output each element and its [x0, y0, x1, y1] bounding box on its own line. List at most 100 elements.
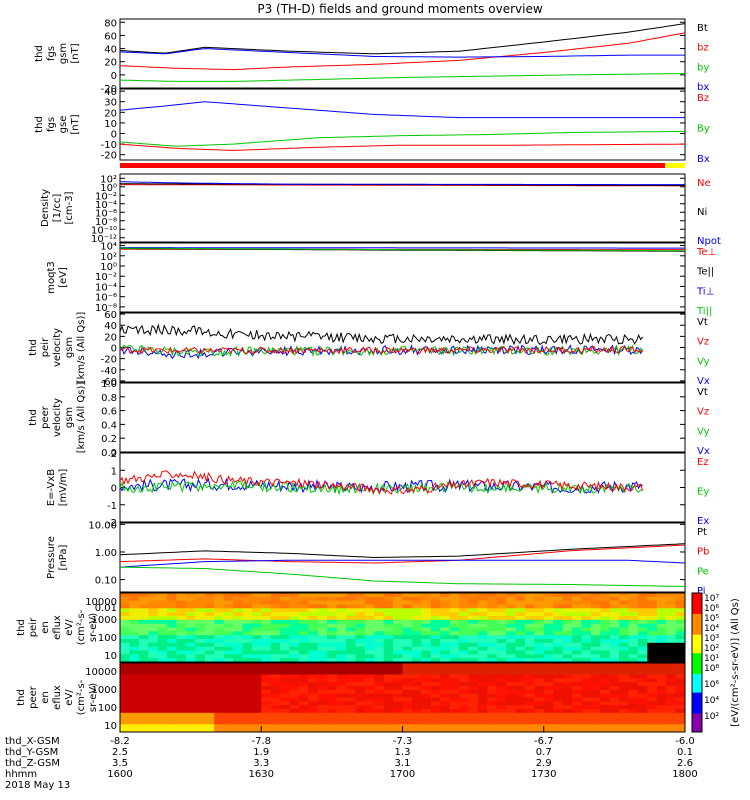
panel-frame	[119, 173, 686, 243]
heatmap-cell	[440, 674, 451, 679]
heatmap-cell	[148, 612, 159, 617]
heatmap-cell	[609, 724, 620, 729]
heatmap-cell	[459, 593, 469, 598]
heatmap-cell	[553, 666, 564, 672]
heatmap-cell	[609, 593, 620, 598]
heatmap-cell	[195, 674, 206, 679]
heatmap-cell	[534, 619, 545, 625]
heatmap-cell	[120, 716, 130, 721]
heatmap-cell	[609, 650, 620, 655]
heatmap-cell	[148, 705, 159, 710]
heatmap-cell	[120, 658, 130, 663]
heatmap-cell	[430, 654, 441, 659]
heatmap-cell	[280, 666, 290, 672]
heatmap-cell	[675, 627, 686, 632]
ylabel-line: [km/s (All Qs)]	[76, 312, 87, 384]
heatmap-cell	[656, 716, 667, 721]
heatmap-cell	[129, 627, 140, 632]
heatmap-cell	[204, 658, 215, 663]
heatmap-cell	[572, 663, 582, 668]
heatmap-cell	[506, 705, 516, 710]
heatmap-cell	[242, 642, 253, 648]
heatmap-cell	[440, 635, 451, 640]
ytick-label: 10000	[85, 667, 117, 678]
heatmap-cell	[289, 627, 300, 632]
heatmap-cell	[346, 623, 356, 628]
heatmap-cell	[553, 658, 564, 663]
heatmap-cell	[572, 604, 582, 609]
heatmap-cell	[336, 650, 347, 655]
heatmap-cell	[600, 663, 611, 668]
ytick-label: 10⁻¹²	[91, 234, 117, 245]
heatmap-cell	[524, 670, 535, 675]
heatmap-cell	[214, 712, 225, 718]
heatmap-cell	[487, 693, 498, 698]
heatmap-cell	[214, 728, 225, 733]
heatmap-cell	[327, 674, 338, 679]
heatmap-cell	[628, 663, 639, 668]
heatmap-cell	[214, 627, 225, 632]
heatmap-cell	[487, 658, 498, 663]
heatmap-cell	[167, 701, 177, 706]
heatmap-cell	[176, 666, 187, 672]
heatmap-cell	[477, 608, 488, 613]
heatmap-cell	[628, 674, 639, 679]
heatmap-cell	[129, 716, 140, 721]
heatmap-cell	[261, 670, 272, 675]
xtick-label: 1700	[390, 769, 415, 780]
heatmap-cell	[355, 650, 366, 655]
heatmap-cell	[477, 716, 488, 721]
heatmap-cell	[487, 639, 498, 644]
heatmap-cell	[543, 619, 554, 625]
heatmap-cell	[600, 623, 611, 628]
heatmap-cell	[185, 619, 196, 625]
heatmap-cell	[138, 720, 149, 725]
heatmap-cell	[430, 701, 441, 706]
heatmap-cell	[223, 593, 234, 598]
heatmap-cell	[477, 631, 488, 636]
heatmap-cell	[280, 639, 290, 644]
heatmap-cell	[524, 646, 535, 651]
heatmap-cell	[515, 720, 526, 725]
heatmap-cell	[261, 705, 272, 710]
heatmap-cell	[355, 604, 366, 609]
heatmap-cell	[524, 616, 535, 621]
heatmap-cell	[477, 627, 488, 632]
heatmap-cell	[223, 666, 234, 672]
xtick-label: 0.1	[677, 747, 693, 758]
heatmap-cell	[289, 604, 300, 609]
heatmap-cell	[562, 697, 573, 702]
heatmap-cell	[280, 686, 290, 691]
colorbar-cell	[692, 683, 702, 687]
heatmap-cell	[600, 646, 611, 651]
heatmap-cell	[524, 728, 535, 733]
heatmap-cell	[496, 604, 507, 609]
heatmap-cell	[506, 663, 516, 668]
heatmap-cell	[204, 596, 215, 602]
heatmap-cell	[506, 670, 516, 675]
heatmap-cell	[515, 705, 526, 710]
heatmap-cell	[534, 650, 545, 655]
ytick-label: 0	[111, 130, 117, 141]
heatmap-cell	[675, 712, 686, 718]
heatmap-cell	[572, 639, 582, 644]
xaxis-row-label: hhmm	[5, 769, 37, 780]
heatmap-cell	[214, 646, 225, 651]
heatmap-cell	[619, 593, 629, 598]
heatmap-cell	[675, 646, 686, 651]
heatmap-cell	[440, 728, 451, 733]
heatmap-cell	[393, 623, 403, 628]
colorbar-cell	[692, 664, 702, 668]
heatmap-cell	[280, 724, 290, 729]
heatmap-cell	[346, 663, 356, 668]
heatmap-cell	[543, 631, 554, 636]
heatmap-cell	[185, 635, 196, 640]
heatmap-cell	[619, 686, 629, 691]
heatmap-cell	[581, 616, 592, 621]
heatmap-cell	[374, 639, 385, 644]
ytick-label: 0.8	[101, 393, 117, 404]
heatmap-cell	[656, 689, 667, 695]
heatmap-cell	[656, 596, 667, 602]
heatmap-cell	[289, 689, 300, 695]
